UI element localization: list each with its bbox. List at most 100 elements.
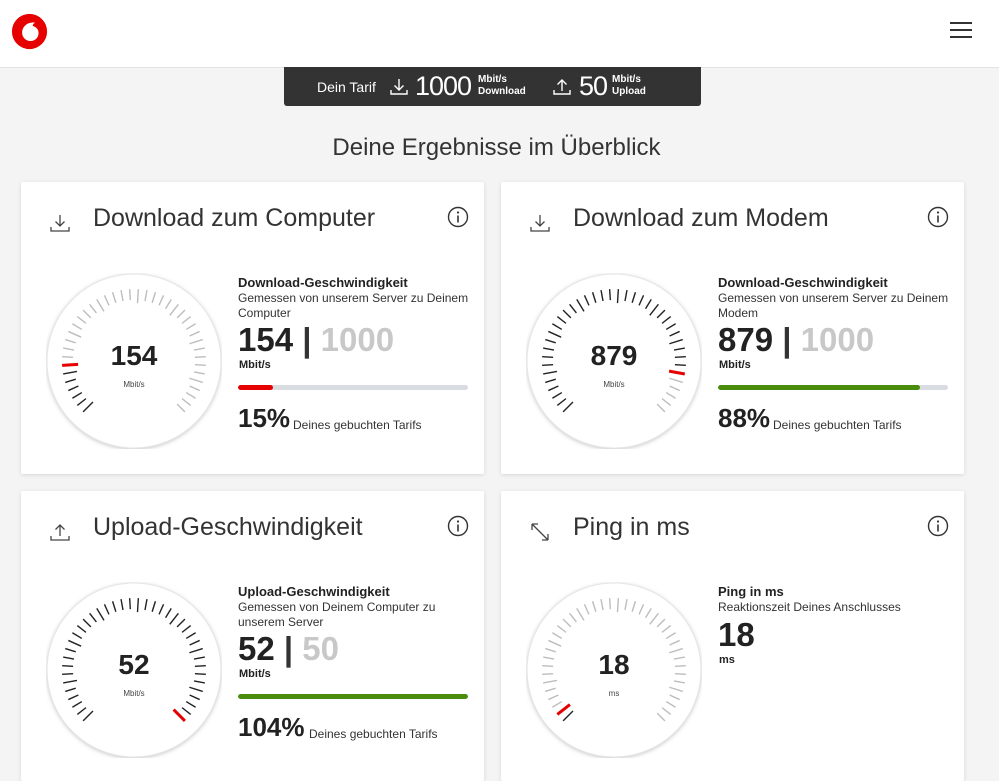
tarif-download-value: 1000 [415, 71, 472, 101]
gauge-tick [136, 598, 140, 613]
gauge-tick [189, 338, 203, 345]
progress-fill [238, 385, 273, 390]
gauge-tick [128, 598, 132, 610]
gauge-tick [556, 316, 567, 324]
gauge-tick [638, 604, 645, 615]
gauge-tick [665, 323, 676, 331]
ping-value: 18 [718, 616, 755, 653]
gauge-tick [674, 363, 686, 367]
gauge-tick [669, 647, 683, 654]
gauge-tick [665, 700, 676, 708]
gauge-tick [68, 330, 82, 338]
tarif-download-unit: Mbit/s [478, 74, 507, 85]
gauge-tick [181, 625, 192, 633]
gauge-tick [669, 338, 683, 345]
card-download-computer: Download zum Computer 154 Mbit/s Downloa… [21, 182, 484, 474]
upload-icon [50, 524, 70, 541]
percent-label: Deines gebuchten Tarifs [773, 418, 902, 432]
gauge-tick [624, 599, 628, 611]
tarif-label: Dein Tarif [317, 79, 376, 95]
ping-arrows-icon [531, 523, 549, 541]
menu-icon[interactable] [950, 22, 972, 40]
gauge-tick [673, 656, 685, 660]
gauge-tick [591, 601, 597, 612]
gauge-tick [674, 672, 686, 676]
speed-gauge [46, 582, 222, 758]
tarif-upload-label: Upload [612, 86, 646, 97]
card-title: Download zum Computer [93, 204, 376, 232]
gauge-tick [111, 292, 117, 303]
gauge-tick [189, 686, 203, 693]
gauge-tick [185, 323, 196, 331]
card-title: Upload-Geschwindigkeit [93, 513, 363, 541]
gauge-needle [62, 362, 79, 367]
gauge-tick [616, 598, 620, 613]
vodafone-logo-icon[interactable] [11, 13, 48, 50]
measured-vs-tariff: 52 | 50 [238, 630, 340, 667]
gauge-tick [144, 599, 148, 611]
info-icon[interactable] [927, 515, 949, 537]
info-icon[interactable] [447, 515, 469, 537]
gauge-tick [72, 700, 83, 708]
card-download-modem: Download zum Modem 879 Mbit/s Download-G… [501, 182, 964, 474]
gauge-tick [164, 608, 172, 619]
gauge-tick [189, 330, 200, 337]
info-icon[interactable] [927, 206, 949, 228]
detail-subtitle: Gemessen von unserem Server zu Deinem Mo… [718, 291, 949, 320]
gauge-tick [82, 710, 94, 722]
progress-bar [718, 385, 948, 390]
gauge-tick [68, 385, 79, 392]
gauge-tick [189, 385, 200, 392]
gauge-tick [644, 608, 652, 619]
detail-subtitle: Gemessen von unserem Server zu Deinem Co… [238, 291, 469, 320]
gauge-tick [89, 303, 97, 314]
gauge-tick [583, 604, 590, 615]
gauge-tick [76, 625, 87, 633]
gauge-tick [181, 707, 192, 715]
gauge-tick [631, 601, 637, 612]
progress-fill [238, 694, 468, 699]
gauge-tick [189, 647, 203, 654]
gauge-tick [661, 625, 672, 633]
gauge-tick [193, 371, 205, 375]
gauge-tick [661, 707, 672, 715]
gauge-tick [548, 639, 562, 647]
card-title: Download zum Modem [573, 204, 829, 232]
gauge-tick [65, 378, 76, 384]
gauge-tick [103, 295, 110, 306]
gauge-tick [65, 647, 76, 653]
ping-gauge [526, 582, 702, 758]
gauge-tick [185, 700, 196, 708]
gauge-tick [72, 323, 83, 331]
speed-gauge [46, 273, 222, 449]
detail-unit: ms [719, 654, 735, 666]
gauge-tick [562, 401, 574, 413]
gauge-tick [661, 316, 672, 324]
measured-value: 52 [238, 630, 275, 667]
gauge-tick [552, 632, 563, 640]
gauge-tick [542, 664, 554, 668]
detail-unit: Mbit/s [239, 668, 271, 680]
gauge-tick [185, 632, 196, 640]
tarif-download-label: Download [478, 86, 526, 97]
gauge-tick [63, 679, 78, 684]
gauge-tick [669, 686, 683, 693]
gauge-tick [62, 664, 74, 668]
gauge-tick [63, 656, 75, 660]
gauge-tick [72, 632, 83, 640]
detail-subtitle: Reaktionszeit Deines Anschlusses [718, 600, 901, 614]
gauge-tick [656, 712, 666, 722]
info-icon[interactable] [447, 206, 469, 228]
gauge-tick [136, 289, 140, 304]
gauge-tick [193, 656, 205, 660]
gauge-tick [169, 303, 179, 316]
gauge-tick [128, 289, 132, 301]
card-upload: Upload-Geschwindigkeit 52 Mbit/s Upload-… [21, 491, 484, 781]
gauge-tick [673, 680, 685, 684]
progress-bar [238, 385, 468, 390]
gauge-tick [665, 391, 676, 399]
gauge-tick [193, 680, 205, 684]
gauge-tick [68, 639, 82, 647]
gauge-tick [76, 707, 87, 715]
gauge-tick [649, 612, 659, 625]
